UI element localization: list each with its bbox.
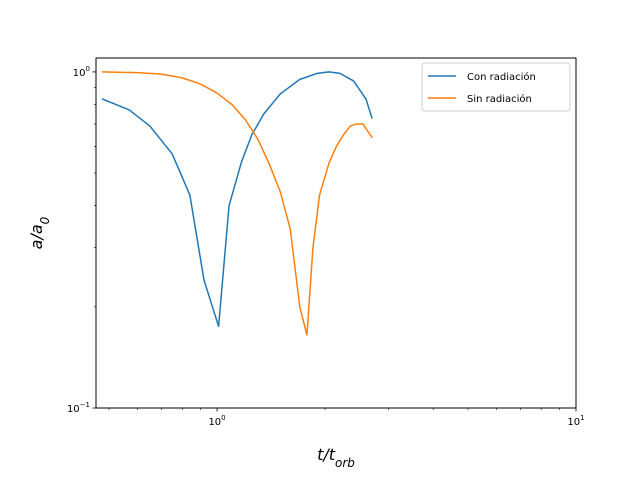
y-tick-label: 100 [73,65,90,79]
y-axis-label: a/a0 [27,216,52,249]
plot-frame [95,57,577,409]
x-tick-label: 101 [567,414,584,428]
ticks-layer: 100 101 10−1 100 [67,65,585,428]
x-axis-label: t/torb [317,445,355,470]
legend-box [421,62,571,112]
series-line-1 [101,71,373,328]
y-tick-label: 10−1 [67,401,90,415]
legend-label-1: Con radiación [467,71,536,83]
x-tick-label: 100 [208,414,225,428]
series-layer [101,71,373,336]
legend-label-2: Sin radiación [467,93,532,105]
legend: Con radiación Sin radiación [421,62,571,112]
plot-background [96,58,576,408]
series-line-2 [101,71,373,336]
